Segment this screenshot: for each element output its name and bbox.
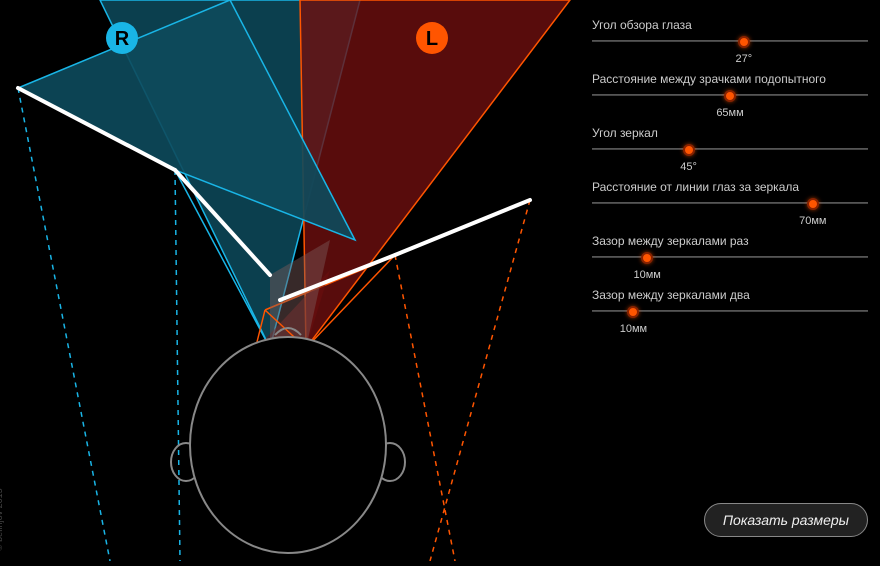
controls-panel: Угол обзора глаза 27° Расстояние между зра… xyxy=(592,18,868,342)
slider-value: 27° xyxy=(735,53,752,65)
slider-label: Расстояние от линии глаз за зеркала xyxy=(592,180,868,194)
slider-value: 45° xyxy=(680,161,697,173)
slider-track[interactable]: 65мм xyxy=(592,94,868,96)
slider-track[interactable]: 10мм xyxy=(592,310,868,312)
slider-track[interactable]: 10мм xyxy=(592,256,868,258)
slider-3: Расстояние от линии глаз за зеркала 70мм xyxy=(592,180,868,204)
svg-text:R: R xyxy=(115,28,130,50)
slider-4: Зазор между зеркалами раз 10мм xyxy=(592,234,868,258)
slider-value: 10мм xyxy=(634,269,661,281)
slider-1: Расстояние между зрачками подопытного 65м… xyxy=(592,72,868,96)
slider-value: 70мм xyxy=(799,215,826,227)
slider-thumb[interactable] xyxy=(738,36,750,48)
slider-track[interactable]: 70мм xyxy=(592,202,868,204)
slider-value: 65мм xyxy=(716,107,743,119)
slider-0: Угол обзора глаза 27° xyxy=(592,18,868,42)
optics-diagram: RL xyxy=(0,0,590,561)
slider-thumb[interactable] xyxy=(641,252,653,264)
show-dimensions-button[interactable]: Показать размеры xyxy=(704,503,868,537)
slider-thumb[interactable] xyxy=(807,198,819,210)
slider-2: Угол зеркал 45° xyxy=(592,126,868,150)
slider-label: Угол зеркал xyxy=(592,126,868,140)
slider-thumb[interactable] xyxy=(683,144,695,156)
slider-label: Расстояние между зрачками подопытного xyxy=(592,72,868,86)
copyright-text: © befinjov 2015 xyxy=(0,488,4,551)
slider-label: Зазор между зеркалами два xyxy=(592,288,868,302)
slider-label: Зазор между зеркалами раз xyxy=(592,234,868,248)
slider-value: 10мм xyxy=(620,323,647,335)
slider-track[interactable]: 45° xyxy=(592,148,868,150)
slider-label: Угол обзора глаза xyxy=(592,18,868,32)
svg-text:L: L xyxy=(426,28,438,50)
slider-5: Зазор между зеркалами два 10мм xyxy=(592,288,868,312)
slider-thumb[interactable] xyxy=(724,90,736,102)
slider-thumb[interactable] xyxy=(627,306,639,318)
slider-track[interactable]: 27° xyxy=(592,40,868,42)
